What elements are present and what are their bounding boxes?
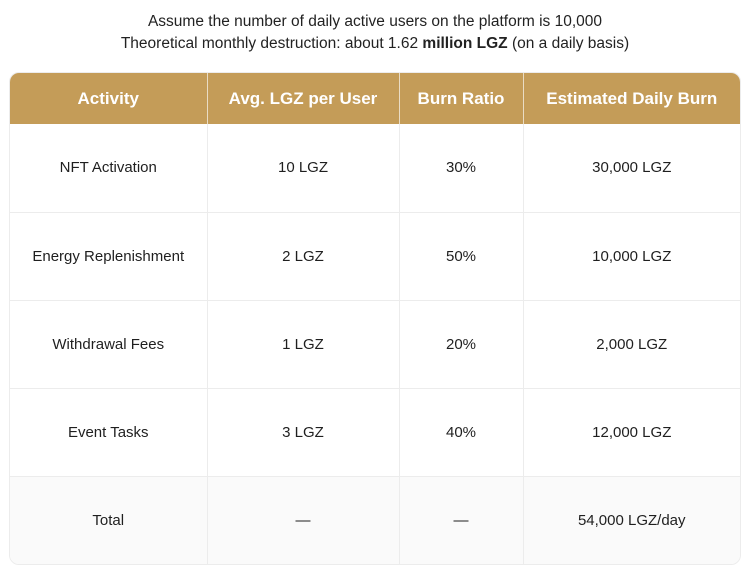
table-header: Activity Avg. LGZ per User Burn Ratio Es…: [10, 73, 740, 124]
table-row: Event Tasks 3 LGZ 40% 12,000 LGZ: [10, 388, 740, 477]
header-estimated-daily-burn: Estimated Daily Burn: [523, 73, 740, 124]
caption-line-2-bold: million LGZ: [422, 35, 508, 52]
caption-line-1: Assume the number of daily active users …: [0, 11, 750, 33]
cell-avg: —: [207, 476, 400, 564]
cell-ratio: 50%: [399, 212, 524, 301]
cell-ratio: —: [399, 476, 524, 564]
caption: Assume the number of daily active users …: [0, 0, 750, 55]
cell-burn: 2,000 LGZ: [523, 300, 740, 389]
table-row: NFT Activation 10 LGZ 30% 30,000 LGZ: [10, 124, 740, 213]
header-row: Activity Avg. LGZ per User Burn Ratio Es…: [10, 73, 740, 124]
cell-burn: 30,000 LGZ: [523, 124, 740, 213]
cell-ratio: 20%: [399, 300, 524, 389]
cell-activity: NFT Activation: [10, 124, 208, 213]
table-row-total: Total — — 54,000 LGZ/day: [10, 476, 740, 564]
cell-avg: 3 LGZ: [207, 388, 400, 477]
header-burn-ratio: Burn Ratio: [399, 73, 524, 124]
header-avg-lgz-per-user: Avg. LGZ per User: [207, 73, 400, 124]
cell-avg: 1 LGZ: [207, 300, 400, 389]
table-row: Withdrawal Fees 1 LGZ 20% 2,000 LGZ: [10, 300, 740, 389]
cell-activity: Withdrawal Fees: [10, 300, 208, 389]
caption-line-2-prefix: Theoretical monthly destruction: about 1…: [120, 35, 423, 52]
cell-activity: Event Tasks: [10, 388, 208, 477]
cell-burn: 10,000 LGZ: [523, 212, 740, 301]
burn-table-container: Activity Avg. LGZ per User Burn Ratio Es…: [9, 72, 741, 565]
cell-activity: Total: [10, 476, 208, 564]
table-body: NFT Activation 10 LGZ 30% 30,000 LGZ Ene…: [10, 124, 740, 564]
caption-line-2: Theoretical monthly destruction: about 1…: [0, 33, 750, 55]
cell-avg: 10 LGZ: [207, 124, 400, 213]
table-row: Energy Replenishment 2 LGZ 50% 10,000 LG…: [10, 212, 740, 301]
header-activity: Activity: [10, 73, 208, 124]
cell-burn: 54,000 LGZ/day: [523, 476, 740, 564]
caption-line-1-text: Assume the number of daily active users …: [147, 13, 603, 30]
cell-burn: 12,000 LGZ: [523, 388, 740, 477]
cell-ratio: 40%: [399, 388, 524, 477]
caption-line-2-suffix: (on a daily basis): [507, 35, 630, 52]
cell-ratio: 30%: [399, 124, 524, 213]
burn-table: Activity Avg. LGZ per User Burn Ratio Es…: [10, 73, 740, 564]
cell-activity: Energy Replenishment: [10, 212, 208, 301]
cell-avg: 2 LGZ: [207, 212, 400, 301]
